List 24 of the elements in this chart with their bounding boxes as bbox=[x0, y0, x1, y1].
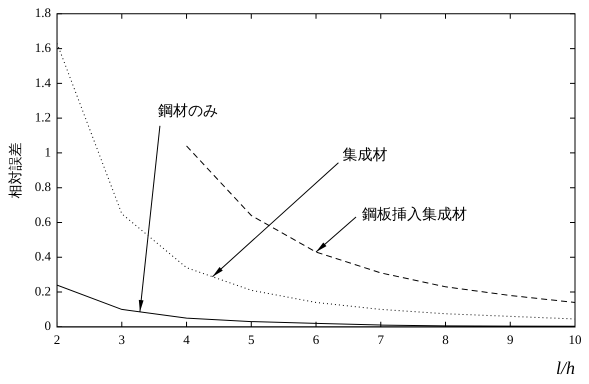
annotation: 鋼材のみ bbox=[158, 102, 218, 120]
y-axis-title: 相対誤差 bbox=[8, 142, 24, 198]
y-tick-label: 0.2 bbox=[34, 283, 52, 298]
y-tick-label: 0.8 bbox=[34, 179, 52, 194]
x-tick-label: 2 bbox=[54, 332, 60, 348]
y-tick-label: 1.6 bbox=[34, 40, 52, 55]
y-tick-label: 1 bbox=[44, 144, 52, 160]
annotation: 集成材 bbox=[342, 146, 388, 164]
y-tick-label: 0.4 bbox=[34, 248, 52, 264]
x-tick-label: 9 bbox=[507, 332, 514, 348]
x-tick-label: 3 bbox=[118, 332, 126, 348]
x-tick-label: 10 bbox=[568, 332, 582, 348]
x-axis-title: l/h bbox=[556, 358, 575, 378]
y-tick-label: 1.2 bbox=[34, 110, 52, 125]
y-tick-label: 0.6 bbox=[34, 214, 52, 229]
y-tick-label: 1.8 bbox=[34, 5, 52, 20]
y-tick-label: 1.4 bbox=[34, 74, 52, 90]
x-tick-label: 4 bbox=[183, 332, 190, 348]
x-tick-label: 7 bbox=[378, 332, 385, 348]
x-tick-label: 5 bbox=[248, 332, 255, 348]
y-tick-label: 0 bbox=[44, 318, 52, 334]
x-tick-label: 6 bbox=[312, 332, 320, 348]
annotation: 鋼板挿入集成材 bbox=[362, 204, 468, 223]
x-tick-label: 8 bbox=[442, 332, 449, 348]
